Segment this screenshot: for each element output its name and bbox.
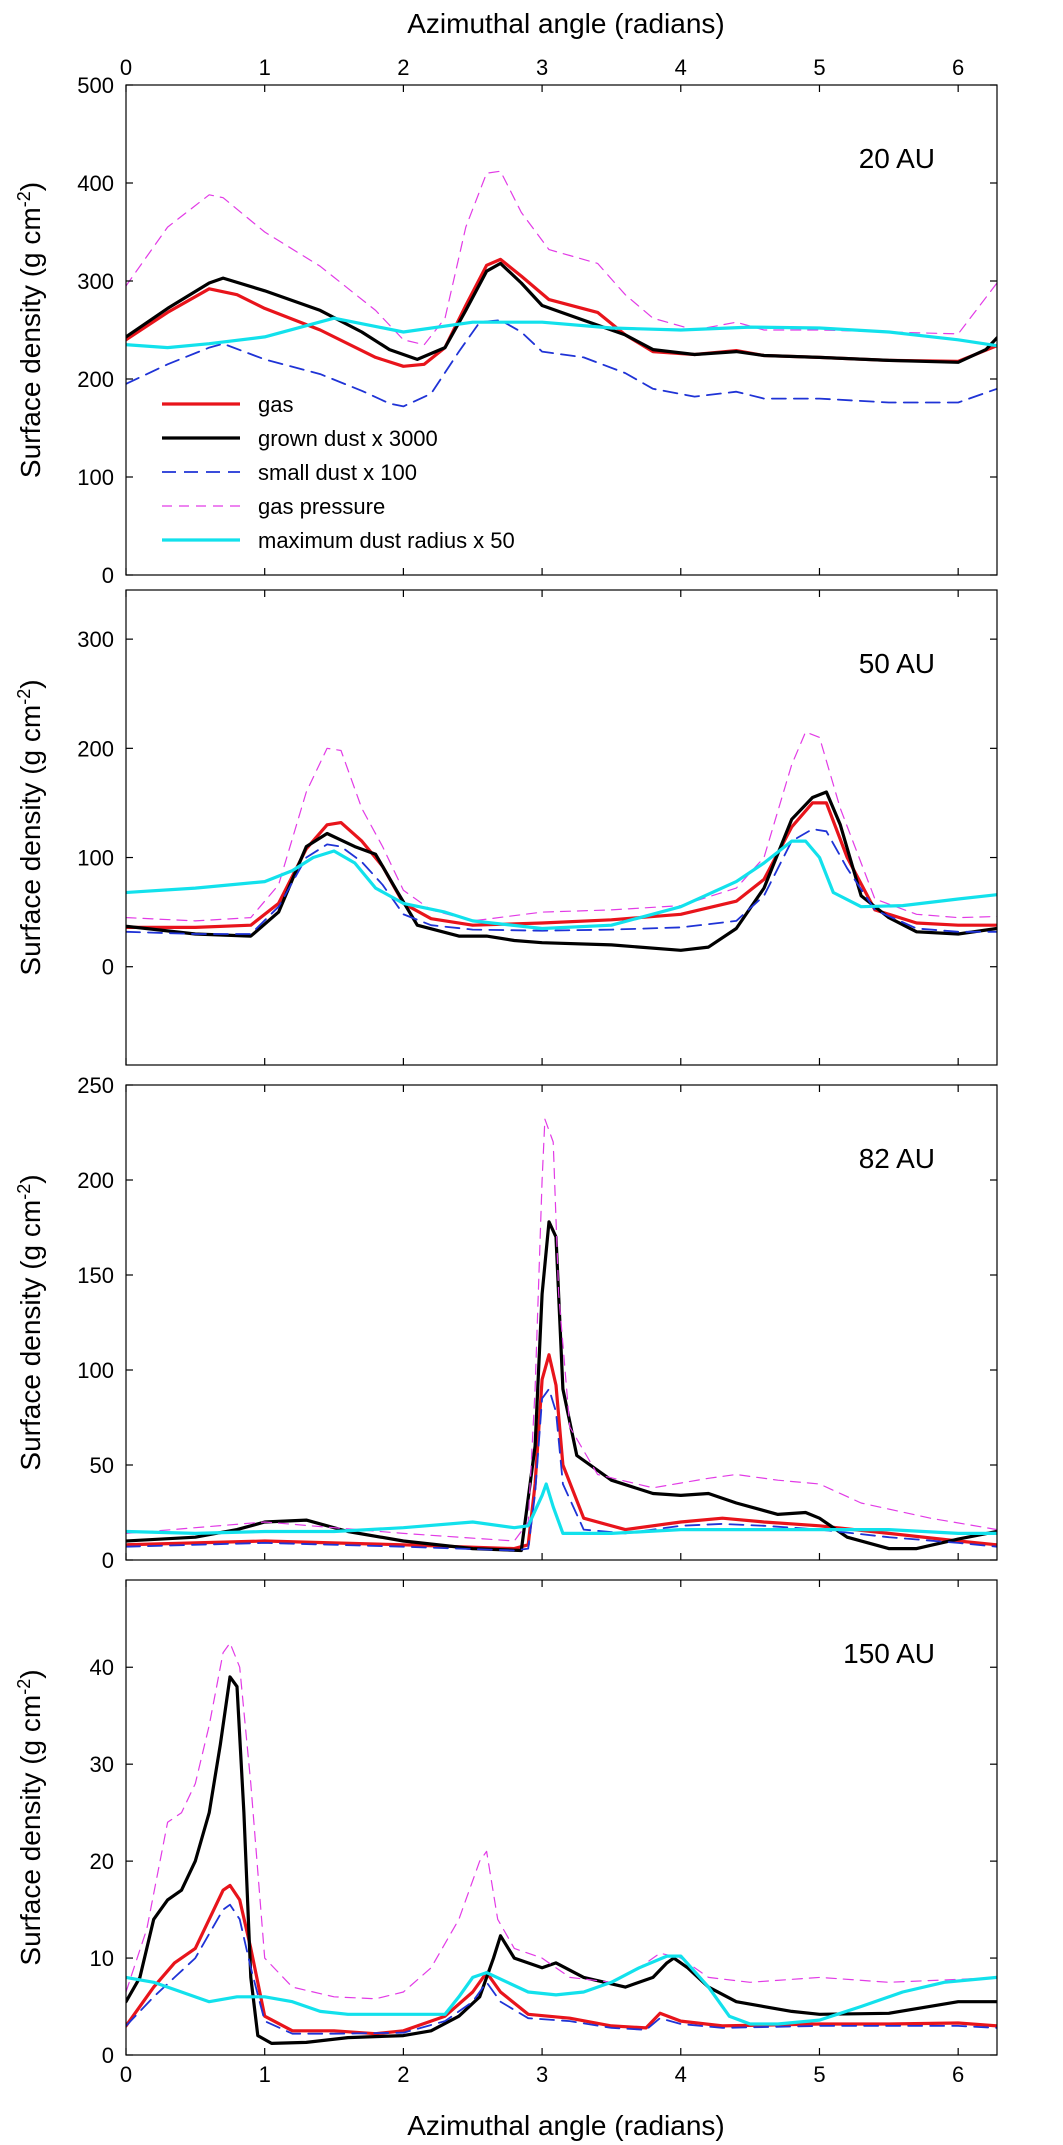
series-line-gas-pressure [126, 1118, 997, 1542]
y-axis-title-superscript: -2 [14, 1679, 34, 1695]
y-axis-title: Surface density (g cm-2) [14, 182, 46, 478]
y-axis-title-end: ) [15, 1669, 46, 1678]
y-tick-label: 100 [77, 465, 114, 490]
y-tick-label: 200 [77, 736, 114, 761]
series-line-maximum-dust-radius-x-50 [126, 1954, 997, 2026]
y-tick-label: 100 [77, 846, 114, 871]
y-axis-title-end: ) [15, 679, 46, 688]
panel-label: 82 AU [859, 1143, 935, 1174]
y-tick-label: 40 [90, 1655, 114, 1680]
series-line-maximum-dust-radius-x-50 [126, 1482, 997, 1535]
panel-label: 50 AU [859, 648, 935, 679]
x-tick-label: 4 [675, 2062, 687, 2087]
legend: gas grown dust x 3000 small dust x 100 gas … [162, 392, 515, 553]
x-tick-label: 1 [259, 2062, 271, 2087]
plot-frame [125, 589, 998, 1066]
series-group [126, 1642, 997, 2045]
series-line-maximum-dust-radius-x-50 [126, 316, 997, 350]
y-tick-label: 100 [77, 1358, 114, 1383]
y-tick-label: 200 [77, 367, 114, 392]
x-tick-label: 3 [536, 55, 548, 80]
panel-82-au: 0 50 100 150 200 250 Surface density (g cm-2) 8… [14, 1073, 998, 1573]
y-axis-title-main: Surface density (g cm [15, 705, 46, 976]
y-tick-label: 300 [77, 627, 114, 652]
series-line-maximum-dust-radius-x-50 [126, 839, 997, 931]
series-line-small-dust-x-100 [126, 828, 997, 935]
x-tick-label: 5 [813, 55, 825, 80]
y-axis-title-main: Surface density (g cm [15, 1200, 46, 1471]
bottom-x-axis-title: Azimuthal angle (radians) [407, 2110, 725, 2141]
y-axis-title-end: ) [15, 182, 46, 191]
series-line-grown-dust-x-3000 [126, 261, 997, 364]
y-tick-label: 0 [102, 2043, 114, 2068]
y-tick-label: 0 [102, 1548, 114, 1573]
y-tick-label: 0 [102, 563, 114, 588]
series-line-grown-dust-x-3000 [126, 790, 997, 952]
x-tick-label: 6 [952, 2062, 964, 2087]
y-tick-label: 50 [90, 1453, 114, 1478]
y-axis-title-superscript: -2 [14, 191, 34, 207]
x-tick-label: 1 [259, 55, 271, 80]
y-axis-title: Surface density (g cm-2) [14, 1174, 46, 1470]
panel-label: 20 AU [859, 143, 935, 174]
y-tick-label: 500 [77, 73, 114, 98]
y-tick-label: 10 [90, 1946, 114, 1971]
x-tick-label: 4 [675, 55, 687, 80]
series-group [126, 731, 997, 952]
panel-20-au: 0 1 2 3 4 5 6 0 100 200 300 400 500 Surface density (… [14, 55, 998, 588]
x-tick-label: 6 [952, 55, 964, 80]
y-tick-label: 0 [102, 955, 114, 980]
series-line-gas-pressure [126, 170, 997, 346]
panel-label: 150 AU [843, 1638, 935, 1669]
legend-label-gas: gas [258, 392, 293, 417]
x-tick-label: 3 [536, 2062, 548, 2087]
plot-frame [125, 84, 998, 576]
series-group [126, 170, 997, 408]
series-line-gas [126, 801, 997, 929]
series-line-small-dust-x-100 [126, 1903, 997, 2035]
y-axis-title-main: Surface density (g cm [15, 207, 46, 478]
panel-150-au: 0 1 2 3 4 5 6 0 10 20 30 40 Surface density (g cm-2)… [14, 1579, 998, 2087]
panel-50-au: 0 100 200 300 Surface density (g cm-2) 50 AU [14, 589, 998, 1066]
series-group [126, 1118, 997, 1553]
x-tick-label: 0 [120, 55, 132, 80]
top-x-axis-title: Azimuthal angle (radians) [407, 8, 725, 39]
legend-label-gas-pressure: gas pressure [258, 494, 385, 519]
series-line-small-dust-x-100 [126, 319, 997, 408]
x-tick-label: 0 [120, 2062, 132, 2087]
y-axis-title: Surface density (g cm-2) [14, 679, 46, 975]
plot-frame [125, 1579, 998, 2056]
x-tick-label: 2 [397, 2062, 409, 2087]
x-tick-label: 2 [397, 55, 409, 80]
y-axis-title-end: ) [15, 1174, 46, 1183]
x-tick-label: 5 [813, 2062, 825, 2087]
y-tick-label: 250 [77, 1073, 114, 1098]
series-line-gas-pressure [126, 731, 997, 922]
y-tick-label: 400 [77, 171, 114, 196]
y-tick-label: 150 [77, 1263, 114, 1288]
series-line-gas [126, 1883, 997, 2036]
y-tick-label: 20 [90, 1849, 114, 1874]
y-axis-title-superscript: -2 [14, 689, 34, 705]
series-line-grown-dust-x-3000 [126, 1220, 997, 1553]
legend-label-maximum-dust-radius-x-50: maximum dust radius x 50 [258, 528, 515, 553]
y-tick-label: 200 [77, 1168, 114, 1193]
y-tick-label: 30 [90, 1752, 114, 1777]
series-line-gas-pressure [126, 1642, 997, 2000]
y-axis-title-superscript: -2 [14, 1184, 34, 1200]
y-axis-title: Surface density (g cm-2) [14, 1669, 46, 1965]
y-axis-title-main: Surface density (g cm [15, 1695, 46, 1966]
y-tick-label: 300 [77, 269, 114, 294]
legend-label-grown-dust-x-3000: grown dust x 3000 [258, 426, 438, 451]
plot-frame [125, 1084, 998, 1561]
legend-label-small-dust-x-100: small dust x 100 [258, 460, 417, 485]
series-line-gas [126, 1353, 997, 1551]
